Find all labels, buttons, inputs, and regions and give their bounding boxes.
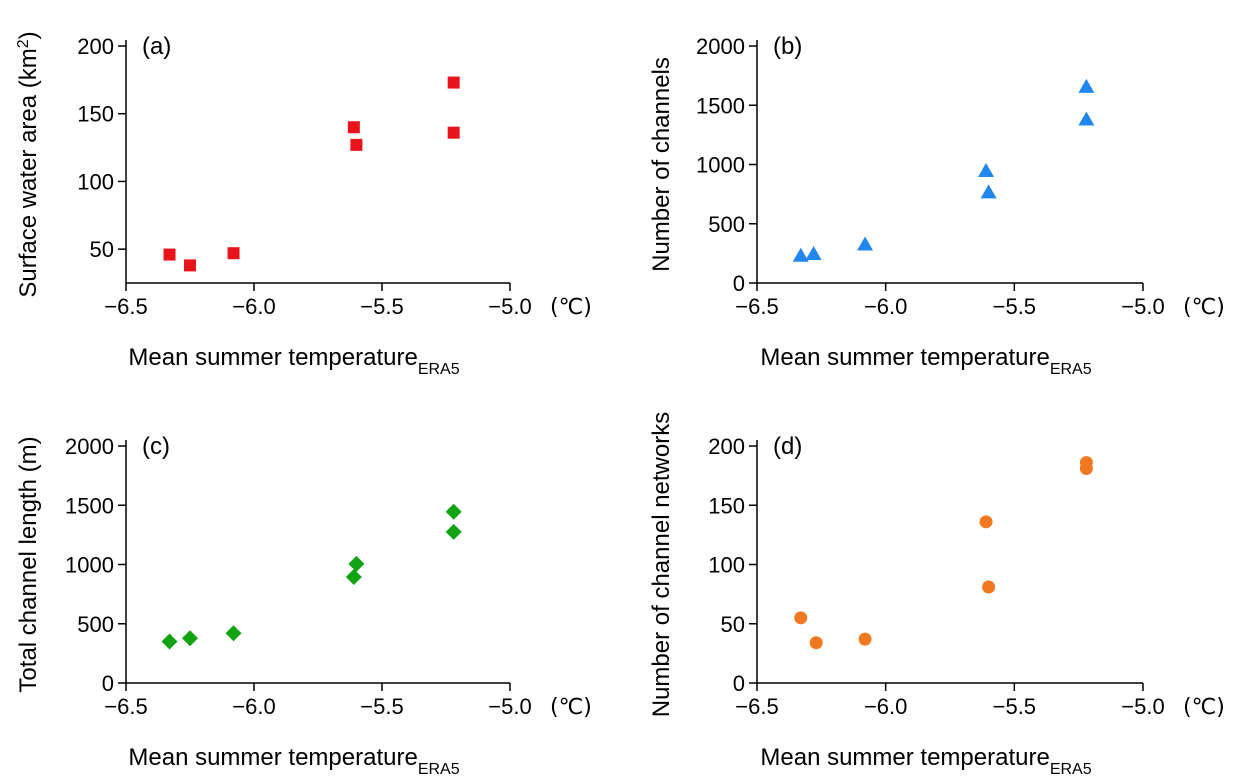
data-point-square — [447, 126, 460, 139]
y-tick-label: 100 — [708, 553, 745, 578]
y-tick-label: 0 — [733, 271, 745, 296]
x-axis-label: Mean summer temperatureERA5 — [760, 744, 1091, 778]
x-tick-label: −5.5 — [360, 694, 403, 719]
y-tick-label: 0 — [102, 671, 114, 696]
y-tick-label: 1500 — [696, 93, 745, 118]
data-point-diamond — [445, 523, 462, 540]
panel-label: (a) — [142, 33, 171, 60]
x-tick-label: −5.5 — [360, 294, 403, 319]
x-axis-label: Mean summer temperatureERA5 — [128, 744, 459, 778]
x-unit-label: (℃) — [1183, 695, 1225, 720]
x-tick-label: −5.0 — [488, 694, 531, 719]
x-tick-label: −6.5 — [735, 694, 778, 719]
y-tick-label: 1000 — [696, 153, 745, 178]
data-point-circle — [858, 632, 872, 646]
y-axis-label: Total channel length (m) — [15, 436, 42, 692]
chart-panel-4: −6.5 −6.0 −5.5 −5.0 (℃) 0 50 100 150 200 (d) Mean s… — [648, 412, 1225, 778]
y-tick-label: 0 — [733, 671, 745, 696]
x-unit-label: (℃) — [550, 695, 592, 720]
data-point-diamond — [348, 555, 365, 572]
data-point-square — [163, 248, 176, 261]
y-tick-label: 150 — [77, 102, 114, 127]
panel-label: (b) — [773, 33, 802, 60]
y-axis-label: Surface water area (km2) — [15, 31, 43, 297]
y-tick-label: 50 — [721, 612, 745, 637]
panel-label: (d) — [773, 433, 802, 460]
y-tick-label: 2000 — [65, 434, 114, 459]
x-tick-label: −6.0 — [232, 294, 275, 319]
data-point-circle — [979, 515, 993, 529]
data-point-diamond — [345, 568, 362, 585]
x-tick-label: −5.5 — [993, 694, 1036, 719]
x-tick-label: −6.5 — [104, 294, 147, 319]
data-point-triangle — [857, 236, 874, 251]
x-tick-label: −5.0 — [488, 294, 531, 319]
x-tick-label: −5.5 — [993, 294, 1036, 319]
data-point-square — [350, 138, 363, 151]
x-tick-label: −5.0 — [1121, 294, 1164, 319]
panel-label: (c) — [142, 433, 170, 460]
y-tick-label: 50 — [90, 237, 114, 262]
y-tick-label: 150 — [708, 493, 745, 518]
x-tick-label: −6.0 — [864, 294, 907, 319]
data-point-circle — [794, 611, 808, 625]
x-tick-label: −6.0 — [232, 694, 275, 719]
y-tick-label: 1000 — [65, 553, 114, 578]
data-point-diamond — [182, 630, 198, 647]
x-unit-label: (℃) — [1183, 295, 1225, 320]
x-unit-label: (℃) — [550, 295, 592, 320]
data-point-circle — [809, 636, 823, 650]
data-point-diamond — [445, 503, 462, 520]
data-point-triangle — [792, 247, 809, 262]
x-tick-label: −6.5 — [735, 294, 778, 319]
x-tick-label: −6.5 — [104, 694, 147, 719]
chart-panel-3: −6.5 −6.0 −5.5 −5.0 (℃) 0 500 1000 1500 2000 (c) Me… — [15, 433, 592, 778]
chart-panel-2: −6.5 −6.0 −5.5 −5.0 (℃) 0 500 1000 1500 2000 (b) Me… — [648, 33, 1225, 378]
y-tick-label: 2000 — [696, 34, 745, 59]
x-axis-label: Mean summer temperatureERA5 — [128, 344, 459, 378]
data-point-triangle — [1078, 78, 1095, 93]
data-point-triangle — [1078, 111, 1095, 126]
x-axis-label: Mean summer temperatureERA5 — [760, 344, 1091, 378]
x-tick-label: −5.0 — [1121, 694, 1164, 719]
data-point-triangle — [980, 184, 997, 199]
data-point-diamond — [161, 633, 178, 650]
y-tick-label: 1500 — [65, 493, 114, 518]
data-point-square — [447, 76, 460, 89]
y-tick-label: 100 — [77, 169, 114, 194]
x-tick-label: −6.0 — [864, 694, 907, 719]
data-point-triangle — [805, 245, 822, 260]
y-tick-label: 200 — [77, 34, 114, 59]
y-tick-label: 200 — [708, 434, 745, 459]
y-axis-label: Number of channel networks — [648, 412, 675, 717]
y-axis-label: Number of channels — [648, 57, 675, 272]
chart-panel-1: −6.5 −6.0 −5.5 −5.0 (℃) 50 100 150 200 (a) Mean su… — [15, 31, 592, 377]
data-point-circle — [1079, 462, 1093, 476]
y-tick-label: 500 — [708, 212, 745, 237]
data-point-diamond — [225, 625, 242, 642]
data-point-square — [227, 247, 240, 260]
data-point-square — [184, 259, 196, 272]
data-point-triangle — [978, 163, 995, 178]
data-point-circle — [982, 580, 996, 594]
data-point-square — [347, 121, 360, 134]
y-tick-label: 500 — [77, 612, 114, 637]
